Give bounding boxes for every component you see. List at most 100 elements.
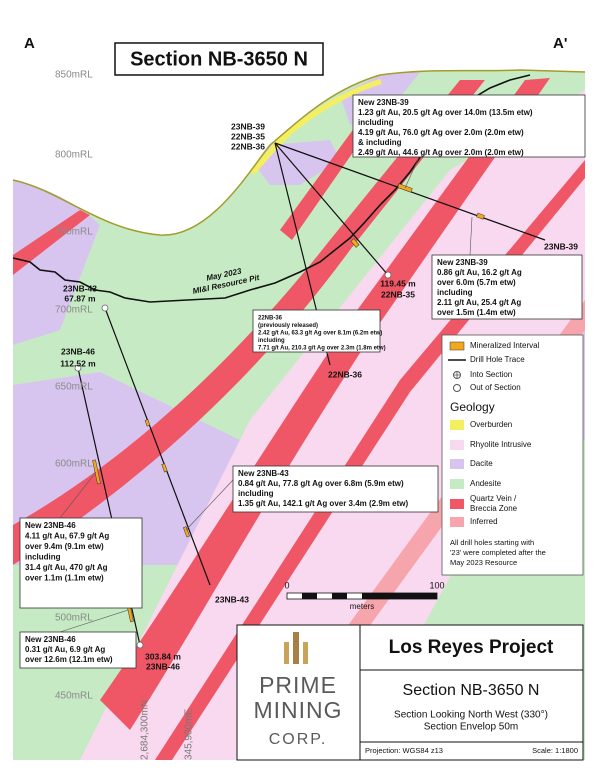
callout-text: & including xyxy=(358,138,402,147)
elevation-label: 600mRL xyxy=(55,459,93,470)
logo-mark xyxy=(284,632,308,664)
hole-markers xyxy=(74,271,392,649)
mineralized-interval xyxy=(183,526,190,538)
elevation-label: 650mRL xyxy=(55,382,93,393)
callout-box xyxy=(19,631,137,669)
callout-text: New 23NB-43 xyxy=(238,469,289,478)
elevation-label: 700mRL xyxy=(55,305,93,316)
logo-bar xyxy=(293,632,299,664)
callout-text: including xyxy=(258,338,285,344)
quartz-vein xyxy=(280,120,372,240)
hole-label: 119.45 m xyxy=(380,278,416,288)
section-view: Section Looking North West (330°) xyxy=(394,710,548,721)
scale-label: 0 xyxy=(284,580,289,590)
section-view: Section Envelop 50m xyxy=(424,722,519,733)
callout-box xyxy=(431,254,583,320)
hole-label: 23NB-39 xyxy=(231,121,265,131)
callout-text: including xyxy=(358,118,394,127)
logo-text: MINING xyxy=(253,697,342,723)
callout-text: 22NB-36 xyxy=(258,316,283,322)
callout-text: (previously released) xyxy=(258,323,318,329)
callout-text: 2.49 g/t Au, 44.6 g/t Ag over 2.0m (2.0m… xyxy=(358,148,524,157)
legend-swatch xyxy=(450,440,464,450)
callout-text: including xyxy=(437,288,473,297)
callout-text: 0.86 g/t Au, 16.2 g/t Ag xyxy=(437,268,522,277)
legend-label: Rhyolite Intrusive xyxy=(470,440,532,449)
legend-label: Breccia Zone xyxy=(470,504,518,513)
legend-title: Geology xyxy=(450,400,495,414)
callout-text: 1.35 g/t Au, 142.1 g/t Ag over 3.4m (2.9… xyxy=(238,499,408,508)
leader-line xyxy=(469,216,473,256)
legend-swatch xyxy=(450,479,464,489)
hole-label: 23NB-43 xyxy=(63,283,97,293)
leader-line xyxy=(404,154,421,189)
hole-label: 112.52 m xyxy=(60,358,96,368)
hole-label: 23NB-39 xyxy=(544,241,578,251)
logo-text: PRIME xyxy=(259,672,337,698)
legend-label: Into Section xyxy=(470,370,512,379)
callout-text: over 1.5m (1.4m etw) xyxy=(437,308,516,317)
hole-label: 67.87 m xyxy=(64,293,96,303)
grid-label: 345,900mE xyxy=(184,709,195,760)
projection: Projection: WGS84 z13 xyxy=(365,746,443,755)
elevation-label: 750mRL xyxy=(55,227,93,238)
legend-note: '23' were completed after the xyxy=(450,548,546,557)
legend-note: May 2023 Resource xyxy=(450,558,517,567)
section-end-left: A xyxy=(24,35,35,52)
logo-bar xyxy=(284,642,289,664)
legend-label: Quartz Vein / xyxy=(470,494,517,503)
mineralized-interval xyxy=(350,238,360,248)
legend-note: All drill holes starting with xyxy=(450,538,534,547)
legend-label: Inferred xyxy=(470,517,498,526)
mineralized-interval xyxy=(144,419,151,427)
callout-text: over 12.6m (12.1m etw) xyxy=(25,655,113,664)
mineralized-interval xyxy=(476,212,485,220)
callout-text: 4.11 g/t Au, 67.9 g/t Ag xyxy=(25,532,109,541)
out-of-section-marker xyxy=(384,271,392,279)
legend xyxy=(441,334,584,576)
callout-text: 31.4 g/t Au, 470 g/t Ag xyxy=(25,563,108,572)
callout-text: over 1.1m (1.1m etw) xyxy=(25,574,104,583)
logo-bar xyxy=(303,642,308,664)
elevation-label: 850mRL xyxy=(55,70,93,81)
callout-text: 0.31 g/t Au, 6.9 g/t Ag xyxy=(25,645,105,654)
legend-swatch xyxy=(450,517,464,527)
legend-label: Drill Hole Trace xyxy=(470,355,525,364)
callout-text: 7.71 g/t Au, 210.3 g/t Ag over 2.3m (1.8… xyxy=(258,346,386,352)
callout-text: 0.84 g/t Au, 77.8 g/t Ag over 6.8m (5.9m… xyxy=(238,479,404,488)
legend-label: Mineralized Interval xyxy=(470,341,540,350)
callout-text: New 23NB-39 xyxy=(358,98,409,107)
callout-text: 1.23 g/t Au, 20.5 g/t Ag over 14.0m (13.… xyxy=(358,108,533,117)
leader-line xyxy=(59,471,97,519)
callout-text: including xyxy=(25,553,61,562)
legend-label: Dacite xyxy=(470,459,493,468)
callout-text: New 23NB-46 xyxy=(25,521,76,530)
quartz-vein xyxy=(13,210,90,275)
callout-text: over 6.0m (5.7m etw) xyxy=(437,278,516,287)
legend-label: Overburden xyxy=(470,420,512,429)
hole-label: 22NB-35 xyxy=(231,131,265,141)
callout-text: over 9.4m (9.1m etw) xyxy=(25,542,104,551)
quartz-vein xyxy=(13,80,485,565)
drill-hole-trace xyxy=(104,307,211,586)
drill-hole-trace xyxy=(274,142,389,276)
callout-text: New 23NB-46 xyxy=(25,635,76,644)
legend-label: Andesite xyxy=(470,479,502,488)
callout-text: 2.42 g/t Au, 63.3 g/t Ag over 8.1m (6.2m… xyxy=(258,331,382,337)
callout-text: 2.11 g/t Au, 25.4 g/t Ag xyxy=(437,298,521,307)
logo-text: CORP. xyxy=(269,731,328,748)
elevation-label: 450mRL xyxy=(55,691,93,702)
out-of-section-marker xyxy=(101,304,109,312)
legend-swatch xyxy=(450,420,464,430)
section-end-right: A' xyxy=(553,35,567,52)
hole-label: 22NB-36 xyxy=(328,369,362,379)
scale: Scale: 1:1800 xyxy=(532,746,578,755)
scale-label: 100 xyxy=(429,580,444,590)
callout-box xyxy=(232,465,439,513)
callout-text: including xyxy=(238,489,274,498)
elevation-label: 800mRL xyxy=(55,150,93,161)
quartz-vein xyxy=(100,78,550,730)
leader-line xyxy=(185,479,234,531)
out-of-section-marker xyxy=(74,364,82,372)
